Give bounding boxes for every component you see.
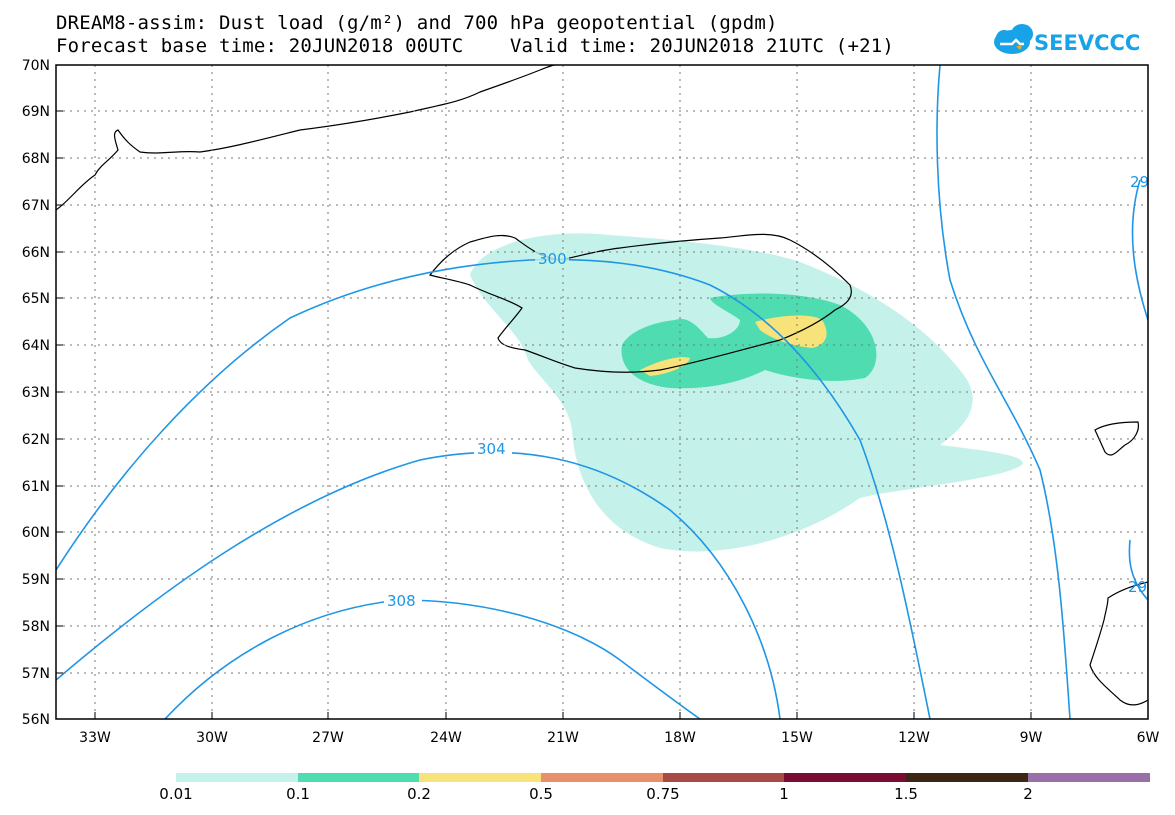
colorbar-segment [419,773,541,782]
lat-label: 68N [22,151,50,167]
lon-label: 15W [781,730,813,746]
lon-label: 9W [1020,730,1043,746]
map-title: DREAM8-assim: Dust load (g/m²) and 700 h… [56,12,778,34]
lon-label: 6W [1137,730,1160,746]
colorbar-tick-label: 0.1 [286,785,310,803]
colorbar-segment [1028,773,1150,782]
lon-label: 12W [898,730,930,746]
graticule [56,65,1148,719]
logo-text: SEEVCCC [1034,31,1140,55]
colorbar-segment [298,773,419,782]
lon-label: 18W [664,730,696,746]
lat-label: 59N [22,572,50,588]
colorbar-tick-label: 0.01 [159,785,193,803]
colorbar-tick-label: 1.5 [894,785,918,803]
colorbar-tick-label: 1 [779,785,789,803]
lon-label: 24W [430,730,462,746]
lat-label: 56N [22,712,50,728]
longitude-labels: 33W 30W 27W 24W 21W 18W 15W 12W 9W 6W [79,730,1159,746]
lat-label: 62N [22,432,50,448]
lat-label: 58N [22,619,50,635]
lat-label: 57N [22,666,50,682]
lon-label: 33W [79,730,111,746]
contour-label-308: 308 [387,592,416,610]
colorbar-segment [541,773,663,782]
cloud-icon [994,24,1033,54]
lon-label: 27W [312,730,344,746]
colorbar-segment [784,773,906,782]
geopotential-contours [56,65,1148,719]
latitude-labels: 70N 69N 68N 67N 66N 65N 64N 63N 62N 61N … [22,58,50,728]
axis-ticks [56,110,1032,719]
lat-label: 64N [22,338,50,354]
lon-label: 30W [196,730,228,746]
lat-label: 65N [22,291,50,307]
colorbar-tick-label: 0.5 [529,785,553,803]
lat-label: 67N [22,198,50,214]
contour-label-29-upper: 29 [1130,173,1149,191]
dust-field-high [755,315,827,348]
colorbar-tick-label: 2 [1023,785,1033,803]
colorbar-tick-label: 0.75 [646,785,680,803]
lat-label: 63N [22,385,50,401]
colorbar-segment [663,773,784,782]
lat-label: 60N [22,525,50,541]
seevccc-logo: SEEVCCC [994,24,1140,55]
lon-label: 21W [547,730,579,746]
contour-label-304: 304 [477,440,506,458]
colorbar-segment [906,773,1028,782]
lat-label: 66N [22,245,50,261]
map-time-info: Forecast base time: 20JUN2018 00UTC Vali… [56,35,895,57]
colorbar-tick-label: 0.2 [407,785,431,803]
dust-field-low [470,233,1023,552]
colorbar-segment [176,773,298,782]
lat-label: 69N [22,104,50,120]
lat-label: 61N [22,479,50,495]
contour-label-300: 300 [538,250,567,268]
lat-label: 70N [22,58,50,74]
contour-label-29-lower: 29 [1128,578,1147,596]
